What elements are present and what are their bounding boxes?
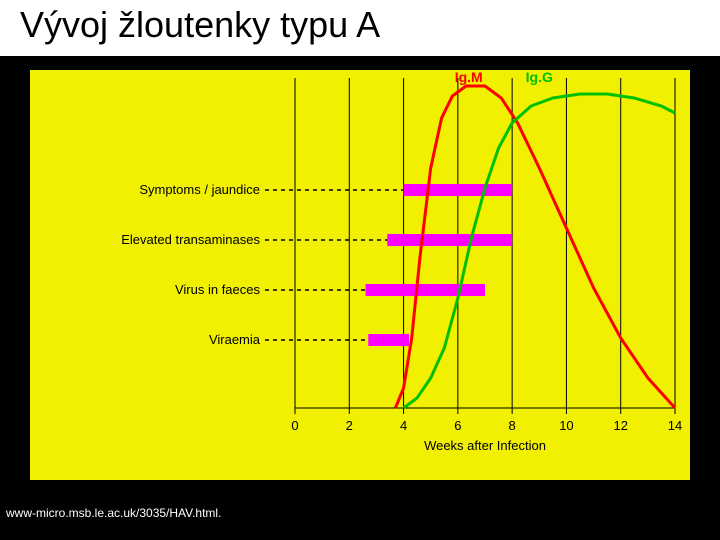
xtick-label: 2 xyxy=(346,418,353,433)
page-title: Vývoj žloutenky typu A xyxy=(20,4,380,46)
source-footer: www-micro.msb.le.ac.uk/3035/HAV.html. xyxy=(6,506,221,520)
xtick-label: 8 xyxy=(509,418,516,433)
xtick-label: 6 xyxy=(454,418,461,433)
igg-label: Ig.G xyxy=(526,70,553,85)
chart-container: 0 2 4 6 8 10 12 14 Weeks after Infection Symptoms… xyxy=(30,70,690,480)
duration-bar xyxy=(404,184,513,196)
xtick-label: 12 xyxy=(613,418,627,433)
chart-bg xyxy=(30,70,690,480)
category-label: Viraemia xyxy=(209,332,261,347)
duration-bar xyxy=(368,334,409,346)
xtick-label: 4 xyxy=(400,418,407,433)
duration-bar xyxy=(366,284,485,296)
category-label: Elevated transaminases xyxy=(121,232,260,247)
x-axis-label: Weeks after Infection xyxy=(424,438,546,453)
category-label: Virus in faeces xyxy=(175,282,261,297)
category-label: Symptoms / jaundice xyxy=(139,182,260,197)
igm-label: Ig.M xyxy=(455,70,483,85)
xtick-label: 10 xyxy=(559,418,573,433)
chart-svg: 0 2 4 6 8 10 12 14 Weeks after Infection Symptoms… xyxy=(30,70,690,480)
xtick-label: 0 xyxy=(291,418,298,433)
duration-bar xyxy=(387,234,512,246)
xtick-label: 14 xyxy=(668,418,682,433)
